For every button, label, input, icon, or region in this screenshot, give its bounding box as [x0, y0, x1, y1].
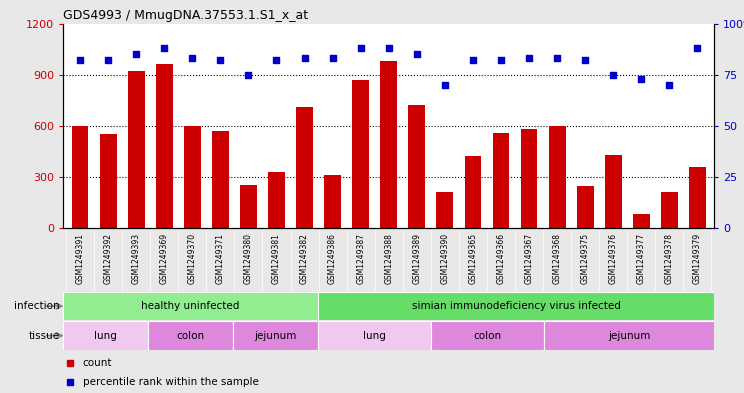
Text: healthy uninfected: healthy uninfected [141, 301, 240, 311]
Text: GSM1249381: GSM1249381 [272, 233, 281, 284]
Bar [380, 61, 397, 228]
Text: jejunum: jejunum [608, 331, 650, 341]
Point [439, 82, 451, 88]
Bar [100, 134, 117, 228]
Text: lung: lung [363, 331, 386, 341]
Text: GSM1249368: GSM1249368 [553, 233, 562, 284]
Text: GSM1249389: GSM1249389 [412, 233, 421, 284]
Text: GSM1249365: GSM1249365 [469, 233, 478, 284]
Point [411, 51, 423, 57]
Bar [545, 321, 714, 350]
Text: colon: colon [176, 331, 205, 341]
Bar [689, 167, 706, 228]
Bar [155, 64, 173, 228]
Text: count: count [83, 358, 112, 367]
Bar [493, 132, 510, 228]
Text: GSM1249375: GSM1249375 [580, 233, 590, 284]
Bar [464, 156, 481, 228]
Text: lung: lung [94, 331, 117, 341]
Point [580, 57, 591, 64]
Point [355, 45, 367, 51]
Text: GSM1249390: GSM1249390 [440, 233, 449, 284]
Bar [296, 107, 313, 228]
Bar [437, 192, 453, 228]
Bar [233, 321, 318, 350]
Point [130, 51, 142, 57]
Text: colon: colon [474, 331, 502, 341]
Text: GSM1249377: GSM1249377 [637, 233, 646, 284]
Point [523, 55, 535, 61]
Text: GSM1249393: GSM1249393 [132, 233, 141, 284]
Bar [128, 71, 144, 228]
Bar [324, 175, 341, 228]
Text: GSM1249370: GSM1249370 [187, 233, 197, 284]
Bar [548, 126, 565, 228]
Text: GSM1249391: GSM1249391 [76, 233, 85, 284]
Bar [318, 321, 432, 350]
Text: GSM1249376: GSM1249376 [609, 233, 618, 284]
Text: GSM1249380: GSM1249380 [244, 233, 253, 284]
Bar [577, 186, 594, 228]
Point [383, 45, 395, 51]
Point [74, 57, 86, 64]
Text: GSM1249369: GSM1249369 [160, 233, 169, 284]
Point [327, 55, 339, 61]
Point [607, 72, 619, 78]
Text: GSM1249386: GSM1249386 [328, 233, 337, 284]
Bar [148, 321, 233, 350]
Text: percentile rank within the sample: percentile rank within the sample [83, 377, 259, 387]
Text: simian immunodeficiency virus infected: simian immunodeficiency virus infected [411, 301, 620, 311]
Text: GSM1249392: GSM1249392 [103, 233, 112, 284]
Point [495, 57, 507, 64]
Point [243, 72, 254, 78]
Bar [521, 129, 537, 228]
Text: GSM1249388: GSM1249388 [384, 233, 394, 284]
Bar [432, 321, 545, 350]
Bar [268, 172, 285, 228]
Text: GSM1249366: GSM1249366 [496, 233, 505, 284]
Text: GSM1249382: GSM1249382 [300, 233, 309, 284]
Bar [63, 292, 318, 320]
Bar [71, 126, 89, 228]
Point [467, 57, 479, 64]
Text: infection: infection [14, 301, 60, 311]
Text: GSM1249387: GSM1249387 [356, 233, 365, 284]
Bar [605, 155, 622, 228]
Bar [184, 126, 201, 228]
Point [691, 45, 703, 51]
Bar [240, 184, 257, 228]
Point [635, 75, 647, 82]
Bar [63, 321, 148, 350]
Text: jejunum: jejunum [254, 331, 297, 341]
Text: GSM1249367: GSM1249367 [525, 233, 533, 284]
Bar [661, 192, 678, 228]
Point [214, 57, 226, 64]
Bar [318, 292, 714, 320]
Point [158, 45, 170, 51]
Point [664, 82, 676, 88]
Point [271, 57, 283, 64]
Text: GSM1249371: GSM1249371 [216, 233, 225, 284]
Point [298, 55, 310, 61]
Text: GSM1249378: GSM1249378 [665, 233, 674, 284]
Point [102, 57, 114, 64]
Point [186, 55, 198, 61]
Text: GDS4993 / MmugDNA.37553.1.S1_x_at: GDS4993 / MmugDNA.37553.1.S1_x_at [63, 9, 308, 22]
Bar [633, 214, 650, 228]
Bar [212, 131, 229, 228]
Text: tissue: tissue [28, 331, 60, 341]
Bar [352, 80, 369, 228]
Bar [408, 105, 426, 228]
Point [551, 55, 563, 61]
Text: GSM1249379: GSM1249379 [693, 233, 702, 284]
